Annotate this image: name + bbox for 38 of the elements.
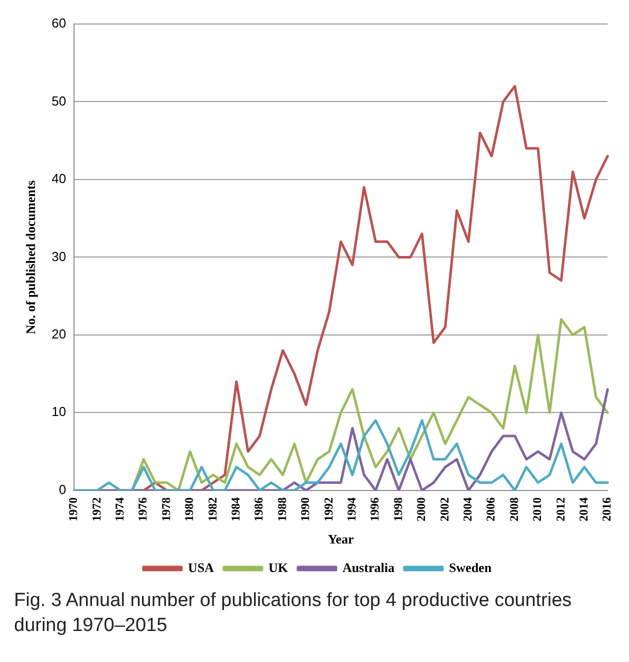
x-tick-label: 1974	[112, 497, 127, 522]
x-tick-label: 1980	[182, 497, 196, 522]
x-tick-label: 1976	[136, 497, 150, 522]
x-tick-label: 2006	[484, 497, 498, 522]
legend-label: USA	[188, 560, 215, 575]
x-tick-label: 1994	[344, 497, 359, 522]
x-tick-label: 2016	[600, 497, 614, 522]
y-tick-label: 10	[52, 404, 66, 420]
x-tick-label: 1988	[274, 497, 289, 522]
y-axis-title: No. of published documents	[23, 180, 38, 334]
x-tick-label: 1992	[321, 497, 336, 522]
x-tick-label: 1990	[298, 497, 312, 522]
x-tick-label: 1970	[66, 497, 80, 522]
x-tick-label: 2000	[414, 497, 428, 522]
x-tick-label: 1984	[228, 497, 243, 522]
x-tick-label: 2008	[506, 497, 521, 522]
y-tick-label: 50	[52, 93, 66, 108]
x-tick-label: 1998	[390, 497, 405, 522]
y-tick-label: 40	[52, 171, 66, 186]
y-tick-label: 20	[52, 326, 66, 342]
x-tick-label: 2010	[530, 497, 544, 522]
legend-label: UK	[268, 560, 289, 575]
y-tick-label: 60	[52, 16, 66, 31]
x-tick-label: 2012	[553, 497, 568, 522]
y-tick-label: 0	[58, 482, 66, 497]
x-axis-title: Year	[328, 532, 354, 547]
x-tick-label: 1978	[158, 497, 173, 522]
x-tick-label: 2004	[460, 497, 475, 522]
x-tick-label: 2002	[437, 497, 452, 522]
x-tick-label: 1982	[205, 497, 220, 522]
legend-label: Sweden	[448, 560, 492, 575]
x-tick-label: 1996	[368, 497, 382, 522]
caption: Fig. 3 Annual number of publications for top 4 productive countries during 1970–2015	[14, 589, 573, 638]
x-tick-label: 2014	[576, 497, 590, 522]
y-tick-label: 30	[52, 248, 66, 264]
legend-label: Australia	[342, 560, 395, 575]
x-tick-label: 1972	[89, 497, 104, 522]
x-tick-label: 1986	[252, 497, 266, 522]
